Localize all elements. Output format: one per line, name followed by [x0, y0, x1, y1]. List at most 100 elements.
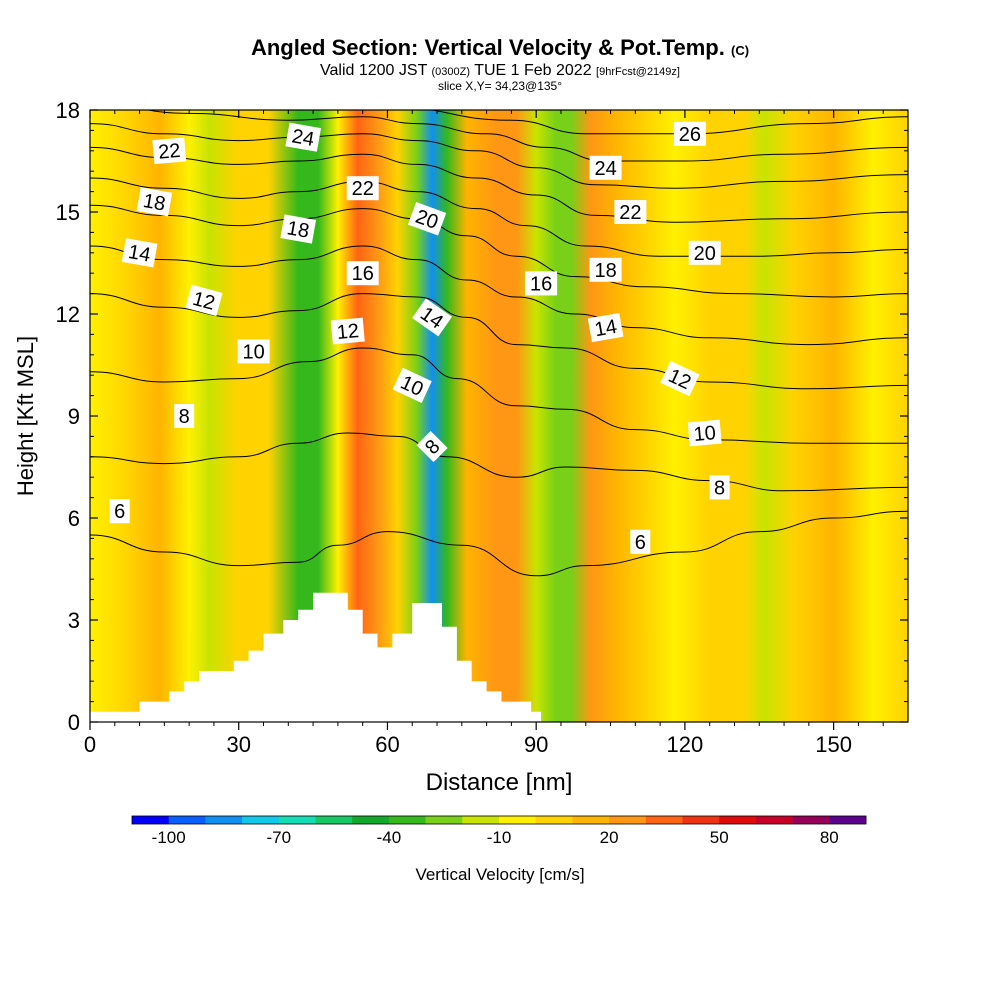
- svg-text:20: 20: [694, 243, 716, 265]
- isotherm-label: 14: [121, 238, 158, 268]
- svg-text:24: 24: [594, 158, 616, 180]
- isotherm-label: 22: [614, 200, 647, 224]
- terrain-mask: [90, 592, 542, 722]
- svg-text:6: 6: [635, 532, 646, 554]
- colorbar-tick-label: -70: [267, 828, 292, 847]
- svg-text:6: 6: [114, 501, 125, 523]
- y-axis-label: Height [Kft MSL]: [13, 336, 38, 496]
- isotherm-20: [90, 146, 908, 223]
- isotherm-26: [429, 110, 908, 135]
- svg-text:18: 18: [594, 260, 616, 282]
- isotherm-label: 16: [525, 271, 558, 296]
- x-tick-label: 60: [375, 732, 399, 757]
- y-tick-label: 12: [56, 302, 80, 327]
- colorbar-swatch: [388, 816, 426, 824]
- svg-text:8: 8: [714, 477, 725, 499]
- isotherm-label: 8: [174, 404, 195, 428]
- colorbar-swatch: [829, 816, 867, 824]
- svg-text:16: 16: [530, 273, 552, 295]
- isotherm-18: [90, 177, 908, 257]
- y-tick-label: 15: [56, 200, 80, 225]
- colorbar-swatch: [499, 816, 536, 824]
- colorbar-tick-label: -40: [377, 828, 402, 847]
- colorbar-swatch: [645, 816, 683, 824]
- svg-text:10: 10: [242, 341, 264, 363]
- isotherm-label: 16: [346, 261, 379, 286]
- colorbar-swatch: [315, 816, 353, 824]
- y-tick-label: 6: [68, 506, 80, 531]
- colorbar-swatch: [352, 816, 390, 824]
- isotherm-16: [90, 204, 908, 298]
- y-tick-label: 3: [68, 608, 80, 633]
- colorbar-tick-label: -10: [487, 828, 512, 847]
- isotherm-label: 24: [589, 155, 622, 180]
- svg-text:8: 8: [179, 406, 190, 428]
- subtitle-forecast: [9hrFcst@2149z]: [596, 66, 680, 78]
- colorbar-swatch: [425, 816, 463, 824]
- svg-text:10: 10: [693, 422, 717, 446]
- svg-text:18: 18: [285, 217, 311, 243]
- subtitle-utc: (0300Z): [431, 66, 471, 78]
- isotherm-label: 12: [330, 317, 365, 345]
- y-tick-label: 0: [68, 710, 80, 735]
- slice-info: slice X,Y= 34,23@135°: [437, 79, 563, 93]
- x-tick-label: 30: [226, 732, 250, 757]
- colorbar-swatch: [205, 816, 243, 824]
- svg-text:22: 22: [619, 202, 641, 224]
- isotherm-label: 22: [346, 176, 379, 201]
- isotherm-label: 20: [407, 202, 447, 236]
- colorbar-swatch: [609, 816, 647, 824]
- isotherm-label: 20: [688, 240, 721, 265]
- colorbar-swatch: [462, 816, 500, 824]
- svg-text:12: 12: [336, 320, 360, 344]
- colorbar-swatch: [682, 816, 720, 824]
- velocity-field: [90, 110, 908, 722]
- isotherm-24: [145, 110, 908, 162]
- x-axis: 0 30 60 90 120 150: [84, 110, 884, 757]
- isotherm-label: 8: [416, 431, 448, 463]
- isotherm-label: 26: [673, 121, 706, 146]
- y-tick-label: 9: [68, 404, 80, 429]
- colorbar-tick-label: 80: [820, 828, 839, 847]
- isotherm-label: 18: [589, 257, 622, 282]
- isotherm-22: [90, 123, 908, 189]
- isotherm-label: 24: [285, 122, 322, 152]
- colorbar-swatch: [278, 816, 316, 824]
- x-tick-label: 90: [524, 732, 548, 757]
- x-axis-label: Distance [nm]: [426, 769, 573, 796]
- isotherm-label: 8: [709, 475, 730, 500]
- colorbar-swatch: [719, 816, 757, 824]
- isotherm-label: 10: [687, 419, 722, 447]
- svg-text:18: 18: [141, 190, 167, 216]
- y-tick-label: 18: [56, 98, 80, 123]
- chart-titles: Angled Section: Vertical Velocity & Pot.…: [0, 36, 1000, 93]
- isotherm-12: [90, 293, 908, 390]
- colorbar-label: Vertical Velocity [cm/s]: [415, 865, 584, 884]
- title-text: Angled Section: Vertical Velocity & Pot.…: [250, 35, 725, 60]
- subtitle-date: TUE 1 Feb 2022: [474, 62, 592, 79]
- svg-text:26: 26: [679, 124, 701, 146]
- title-units: (C): [731, 43, 750, 58]
- chart-title: Angled Section: Vertical Velocity & Pot.…: [0, 36, 1000, 63]
- svg-text:14: 14: [127, 241, 153, 267]
- chart-subtitle: Valid 1200 JST (0300Z) TUE 1 Feb 2022 [9…: [0, 63, 1000, 80]
- colorbar-swatch: [132, 816, 169, 824]
- isotherm-label: 18: [136, 187, 173, 217]
- isotherm-label: 18: [280, 214, 317, 244]
- colorbar-tick-label: 20: [600, 828, 619, 847]
- x-tick-label: 0: [84, 732, 96, 757]
- y-axis: 0 3 6 9 12 15 18: [56, 98, 908, 735]
- isotherm-label: 12: [185, 284, 223, 317]
- colorbar-swatch: [572, 816, 610, 824]
- isotherm-10: [90, 347, 908, 444]
- colorbar-tick-label: 50: [710, 828, 729, 847]
- isotherm-6: [90, 510, 908, 577]
- svg-text:22: 22: [157, 140, 181, 164]
- svg-text:22: 22: [352, 178, 374, 200]
- x-tick-label: 150: [815, 732, 852, 757]
- isotherm-label: 6: [630, 529, 651, 554]
- colorbar-swatch: [755, 816, 793, 824]
- isotherm-labels: 6810121418222418221612108142016242218141…: [109, 121, 730, 554]
- colorbar-swatch: [792, 816, 830, 824]
